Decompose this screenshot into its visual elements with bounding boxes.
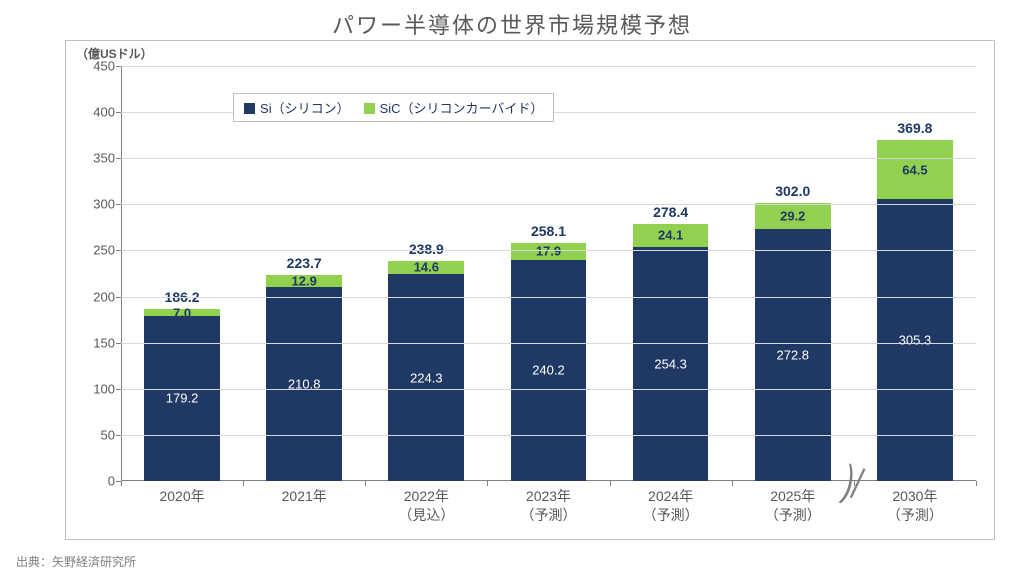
bar-segment-si: 254.3: [633, 247, 709, 482]
bar-group: 305.364.5369.8: [877, 140, 953, 481]
grid-line: [121, 297, 976, 298]
xtick-mark: [976, 481, 977, 486]
bar-total-label: 302.0: [755, 183, 831, 203]
xtick-label: 2025年（予測）: [732, 481, 854, 525]
legend-item: SiC（シリコンカーバイド）: [364, 98, 544, 117]
ytick-mark: [116, 158, 121, 159]
bar-segment-si: 240.2: [511, 260, 587, 482]
ytick-mark: [116, 204, 121, 205]
legend: Si（シリコン） SiC（シリコンカーバイド）: [233, 93, 554, 122]
bar-value-si: 305.3: [877, 333, 953, 348]
bar-segment-sic: 14.6: [388, 261, 464, 274]
legend-swatch: [244, 103, 255, 114]
ytick-mark: [116, 435, 121, 436]
bar-group: 240.217.9258.1: [511, 243, 587, 481]
bars-container: 179.27.0186.2210.812.9223.7224.314.6238.…: [121, 66, 976, 481]
bar-value-sic: 24.1: [633, 228, 709, 243]
bar-value-sic: 14.6: [388, 260, 464, 275]
bar-segment-si: 224.3: [388, 274, 464, 481]
ytick-mark: [116, 66, 121, 67]
bar-total-label: 369.8: [877, 120, 953, 140]
bar-value-sic: 29.2: [755, 208, 831, 223]
xtick-mark: [487, 481, 488, 486]
bar-segment-si: 210.8: [266, 287, 342, 481]
bar-segment-sic: 29.2: [755, 203, 831, 230]
legend-item: Si（シリコン）: [244, 98, 350, 117]
grid-line: [121, 435, 976, 436]
source-text: 出典：矢野経済研究所: [16, 553, 136, 570]
bar-segment-sic: 64.5: [877, 140, 953, 199]
bar-group: 210.812.9223.7: [266, 275, 342, 481]
chart-title: パワー半導体の世界市場規模予想: [0, 0, 1024, 40]
bar-total-label: 258.1: [511, 223, 587, 243]
bar-value-si: 179.2: [144, 391, 220, 406]
legend-label: SiC（シリコンカーバイド）: [380, 101, 544, 116]
bar-segment-si: 305.3: [877, 199, 953, 481]
bar-value-si: 254.3: [633, 356, 709, 371]
bar-segment-si: 272.8: [755, 229, 831, 481]
chart-frame: （億USドル） 179.27.0186.2210.812.9223.7224.3…: [65, 40, 995, 540]
bar-value-sic: 12.9: [266, 273, 342, 288]
grid-line: [121, 204, 976, 205]
bar-segment-si: 179.2: [144, 316, 220, 481]
xtick-mark: [732, 481, 733, 486]
xtick-mark: [854, 481, 855, 486]
bar-value-si: 240.2: [511, 363, 587, 378]
plot-area: 179.27.0186.2210.812.9223.7224.314.6238.…: [121, 66, 976, 481]
xtick-label: 2020年: [121, 481, 243, 506]
grid-line: [121, 250, 976, 251]
bar-total-label: 223.7: [266, 255, 342, 275]
bar-value-si: 272.8: [755, 348, 831, 363]
grid-line: [121, 158, 976, 159]
bar-value-sic: 64.5: [877, 162, 953, 177]
xtick-mark: [121, 481, 122, 486]
bar-group: 179.27.0186.2: [144, 309, 220, 481]
xtick-mark: [610, 481, 611, 486]
grid-line: [121, 343, 976, 344]
ytick-mark: [116, 250, 121, 251]
bar-segment-sic: 12.9: [266, 275, 342, 287]
xtick-label: 2023年（予測）: [487, 481, 609, 525]
ytick-mark: [116, 343, 121, 344]
xtick-mark: [365, 481, 366, 486]
ytick-mark: [116, 389, 121, 390]
xtick-label: 2024年（予測）: [610, 481, 732, 525]
bar-segment-sic: 7.0: [144, 309, 220, 315]
ytick-mark: [116, 112, 121, 113]
xtick-label: 2021年: [243, 481, 365, 506]
bar-group: 254.324.1278.4: [633, 224, 709, 481]
bar-group: 224.314.6238.9: [388, 261, 464, 481]
xtick-label: 2030年（予測）: [854, 481, 976, 525]
bar-value-si: 224.3: [388, 370, 464, 385]
page: パワー半導体の世界市場規模予想 （億USドル） 179.27.0186.2210…: [0, 0, 1024, 576]
ytick-mark: [116, 297, 121, 298]
xtick-label: 2022年（見込）: [365, 481, 487, 525]
bar-total-label: 278.4: [633, 204, 709, 224]
bar-total-label: 186.2: [144, 289, 220, 309]
legend-label: Si（シリコン）: [260, 101, 350, 116]
legend-swatch: [364, 103, 375, 114]
bar-segment-sic: 24.1: [633, 224, 709, 246]
grid-line: [121, 389, 976, 390]
grid-line: [121, 66, 976, 67]
xtick-mark: [243, 481, 244, 486]
